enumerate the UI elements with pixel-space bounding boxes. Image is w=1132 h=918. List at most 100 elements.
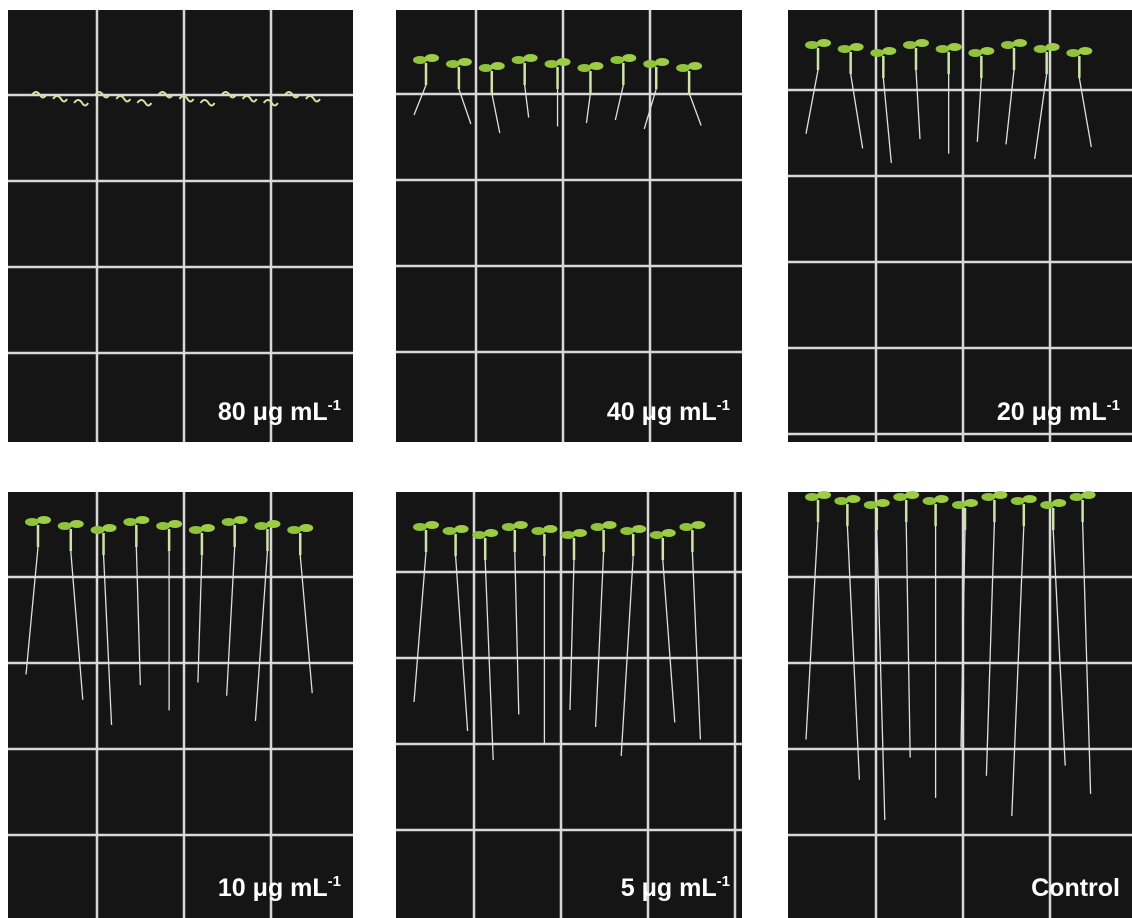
seedling-leaf [168, 520, 183, 528]
seedling-leaf [602, 521, 617, 529]
photo-panel: 10 μg mL-1 [8, 492, 353, 918]
seedling-root [458, 88, 472, 125]
photo-panel: 20 μg mL-1 [788, 10, 1132, 442]
seedling-leaf [980, 47, 995, 55]
seedling-root [976, 77, 982, 142]
seedling-root [1034, 73, 1048, 160]
seedling-leaf [1001, 41, 1015, 49]
seedling-leaf [233, 516, 248, 524]
seedling-leaf [968, 49, 983, 57]
seedling-curl [262, 99, 279, 107]
seedling-root [585, 92, 592, 124]
seedling-leaf [1033, 45, 1048, 53]
seedling-leaf [523, 54, 538, 62]
label-superscript: -1 [328, 397, 341, 414]
seedling-root [524, 84, 530, 118]
seedling-root [915, 69, 921, 140]
photo-panel: 40 μg mL-1 [396, 10, 742, 442]
seedling-leaf [661, 529, 676, 537]
seedling-leaf [425, 521, 439, 529]
seedling-root [135, 546, 141, 686]
seedling-root [594, 551, 605, 728]
seedling-leaf [299, 524, 314, 532]
seedling-root [846, 525, 861, 780]
seedling-leaf [947, 43, 962, 51]
seedling-leaf [863, 501, 878, 509]
photo-panel: Control [788, 491, 1132, 918]
seedling-curl [115, 95, 132, 103]
photo-panel: 80 μg mL-1 [8, 10, 353, 442]
seedling-leaf [135, 516, 150, 524]
seedling-curl [305, 95, 321, 103]
seedling-root [876, 529, 886, 821]
seedling-leaf [590, 523, 605, 531]
seedling-leaf [413, 56, 427, 64]
seedling-leaf [573, 529, 587, 537]
seedling-leaf [425, 54, 439, 62]
seedling-root [1078, 77, 1092, 148]
seedling-leaf [37, 516, 51, 524]
seedling-root [805, 69, 819, 134]
seedling-leaf [577, 64, 592, 72]
panel-label: 10 μg mL-1 [218, 873, 341, 902]
seedling-curl [136, 99, 153, 107]
seedling-root [1005, 69, 1015, 145]
seedling-leaf [981, 493, 996, 501]
seedling-leaf [632, 525, 647, 533]
seedling-curl [73, 99, 90, 107]
seedling-leaf [837, 45, 852, 53]
label-superscript: -1 [328, 873, 341, 890]
seedling-curl [52, 95, 68, 103]
panel-label: 20 μg mL-1 [997, 397, 1120, 426]
seedling-leaf [688, 62, 703, 70]
label-superscript: -1 [1107, 397, 1120, 414]
seedling-leaf [200, 524, 215, 532]
seedling-leaf [266, 520, 281, 528]
seedling-leaf [484, 529, 499, 537]
seedling-root [413, 551, 427, 703]
seedling-root [197, 554, 203, 683]
seedling-root [905, 521, 911, 758]
seedling-leaf [610, 56, 625, 64]
seedling-root [1081, 521, 1092, 794]
seedling-leaf [511, 56, 526, 64]
seedling-leaf [1040, 501, 1055, 509]
seedling-leaf [589, 62, 604, 70]
seedling-leaf [287, 526, 302, 534]
label-superscript: -1 [717, 873, 730, 890]
seedling-leaf [1013, 39, 1027, 47]
seedling-curl [241, 95, 258, 103]
seedling-curl [220, 91, 237, 99]
seedling-leaf [622, 54, 637, 62]
seedling-leaf [1078, 47, 1093, 55]
plate-background [396, 492, 742, 918]
seedling-root [254, 550, 269, 722]
seedling-root [662, 559, 676, 723]
seedling-leaf [903, 41, 917, 49]
seedling-leaf [1022, 495, 1037, 503]
seedling-leaf [922, 497, 937, 505]
seedling-curl [157, 91, 174, 99]
seedling-leaf [691, 521, 706, 529]
seedling-leaf [893, 493, 908, 501]
seedling-leaf [1052, 499, 1067, 507]
seedling-root [620, 555, 634, 757]
seedling-leaf [882, 47, 897, 55]
seedling-leaf [1069, 493, 1084, 501]
seedling-leaf [457, 58, 472, 66]
seedling-leaf [1066, 49, 1081, 57]
seedling-leaf [952, 501, 966, 509]
label-superscript: -1 [717, 397, 730, 414]
seedling-leaf [905, 491, 920, 499]
seedling-root [805, 521, 819, 740]
label-text: 40 μg mL [607, 398, 717, 426]
seedling-leaf [649, 531, 664, 539]
panel-label: 80 μg mL-1 [218, 397, 341, 426]
seedling-leaf [544, 60, 559, 68]
seedling-curl [199, 99, 216, 107]
seedling-curl [284, 91, 300, 99]
seedling-leaf [964, 499, 978, 507]
seedling-curl [94, 91, 111, 99]
panel-label: 5 μg mL-1 [621, 873, 730, 902]
